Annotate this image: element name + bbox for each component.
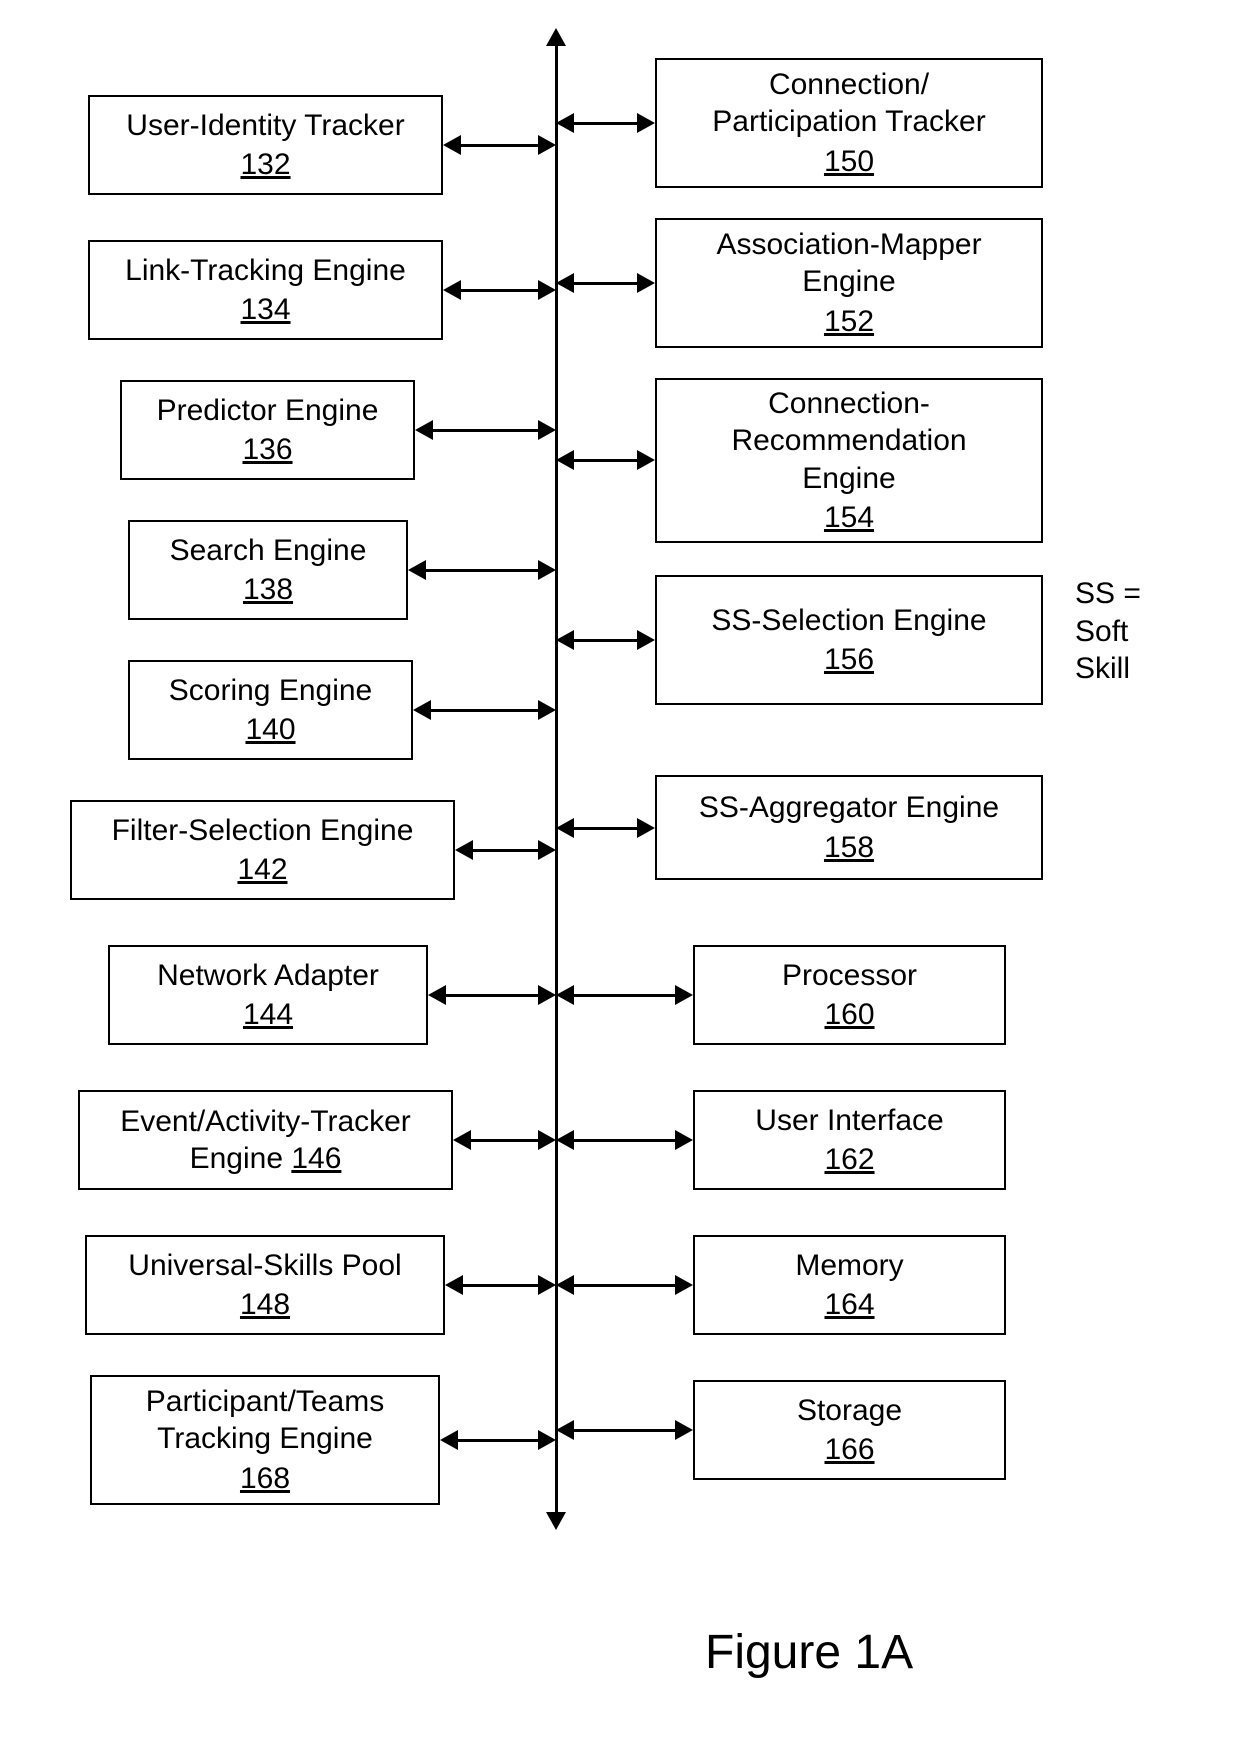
- node-title: User-Identity Tracker: [126, 107, 404, 145]
- node-title: Storage: [797, 1392, 902, 1430]
- node-title-line2: Tracking Engine: [157, 1420, 373, 1458]
- node-ref: 134: [240, 291, 290, 329]
- node-ref: 154: [824, 499, 874, 537]
- node-ref: 156: [824, 641, 874, 679]
- node-ref: 146: [291, 1142, 341, 1175]
- node-title: Link-Tracking Engine: [125, 252, 406, 290]
- node-storage: Storage166: [693, 1380, 1006, 1480]
- arrow-network-adapter: [428, 983, 556, 1007]
- node-link-tracking-engine: Link-Tracking Engine134: [88, 240, 443, 340]
- figure-label: Figure 1A: [705, 1625, 913, 1680]
- arrow-connection-participation-tracker: [556, 111, 655, 135]
- node-connection-participation-tracker: Connection/Participation Tracker150: [655, 58, 1043, 188]
- node-filter-selection-engine: Filter-Selection Engine142: [70, 800, 455, 900]
- arrow-user-identity-tracker: [443, 133, 556, 157]
- central-bus-axis: [544, 28, 568, 1530]
- node-user-interface: User Interface162: [693, 1090, 1006, 1190]
- arrow-user-interface: [556, 1128, 693, 1152]
- node-title-line2: Recommendation: [731, 422, 966, 460]
- node-search-engine: Search Engine138: [128, 520, 408, 620]
- node-title: Search Engine: [170, 532, 367, 570]
- node-predictor-engine: Predictor Engine136: [120, 380, 415, 480]
- annotation-ss-soft-skill: SS =SoftSkill: [1075, 575, 1141, 688]
- arrow-predictor-engine: [415, 418, 556, 442]
- node-title: Event/Activity-Tracker: [120, 1103, 411, 1141]
- node-ref: 166: [824, 1431, 874, 1469]
- node-ref: 168: [240, 1460, 290, 1498]
- node-processor: Processor160: [693, 945, 1006, 1045]
- arrow-memory: [556, 1273, 693, 1297]
- node-title-line2: Participation Tracker: [712, 103, 985, 141]
- node-title: Filter-Selection Engine: [112, 812, 414, 850]
- node-ref: 162: [824, 1141, 874, 1179]
- node-title: Scoring Engine: [169, 672, 372, 710]
- node-ss-aggregator-engine: SS-Aggregator Engine158: [655, 775, 1043, 880]
- node-title: Predictor Engine: [157, 392, 379, 430]
- node-ref: 148: [240, 1286, 290, 1324]
- node-title: Connection-: [768, 385, 930, 423]
- node-title-line2: Engine 146: [190, 1140, 342, 1178]
- node-ref: 138: [243, 571, 293, 609]
- node-title-line3: Engine: [802, 460, 895, 498]
- diagram-canvas: User-Identity Tracker132 Link-Tracking En…: [0, 0, 1240, 1739]
- node-title: Connection/: [769, 66, 929, 104]
- node-ref: 136: [242, 431, 292, 469]
- arrow-storage: [556, 1418, 693, 1442]
- arrow-ss-selection-engine: [556, 628, 655, 652]
- node-title: Participant/Teams: [146, 1383, 384, 1421]
- node-title: Processor: [782, 957, 917, 995]
- arrow-connection-recommendation-engine: [556, 448, 655, 472]
- arrow-association-mapper-engine: [556, 271, 655, 295]
- node-ref: 150: [824, 143, 874, 181]
- node-event-activity-tracker-engine: Event/Activity-TrackerEngine 146: [78, 1090, 453, 1190]
- node-ref: 152: [824, 303, 874, 341]
- node-ref: 142: [237, 851, 287, 889]
- arrow-ss-aggregator-engine: [556, 816, 655, 840]
- node-universal-skills-pool: Universal-Skills Pool148: [85, 1235, 445, 1335]
- node-scoring-engine: Scoring Engine140: [128, 660, 413, 760]
- node-title: Network Adapter: [157, 957, 379, 995]
- node-title: SS-Selection Engine: [711, 602, 986, 640]
- node-ref: 140: [245, 711, 295, 749]
- node-title: SS-Aggregator Engine: [699, 789, 999, 827]
- node-ref: 132: [240, 146, 290, 184]
- node-title: Memory: [795, 1247, 903, 1285]
- arrow-filter-selection-engine: [455, 838, 556, 862]
- node-title: Association-Mapper: [716, 226, 981, 264]
- node-connection-recommendation-engine: Connection-RecommendationEngine154: [655, 378, 1043, 543]
- node-title: User Interface: [755, 1102, 943, 1140]
- arrow-processor: [556, 983, 693, 1007]
- arrow-scoring-engine: [413, 698, 556, 722]
- arrow-link-tracking-engine: [443, 278, 556, 302]
- arrow-event-activity-tracker-engine: [453, 1128, 556, 1152]
- node-title-line2: Engine: [802, 263, 895, 301]
- node-ss-selection-engine: SS-Selection Engine156: [655, 575, 1043, 705]
- arrow-participant-teams-tracking-engine: [440, 1428, 556, 1452]
- node-ref: 158: [824, 829, 874, 867]
- node-ref: 164: [824, 1286, 874, 1324]
- arrow-search-engine: [408, 558, 556, 582]
- node-user-identity-tracker: User-Identity Tracker132: [88, 95, 443, 195]
- node-ref: 144: [243, 996, 293, 1034]
- node-network-adapter: Network Adapter144: [108, 945, 428, 1045]
- node-participant-teams-tracking-engine: Participant/TeamsTracking Engine168: [90, 1375, 440, 1505]
- node-memory: Memory164: [693, 1235, 1006, 1335]
- node-association-mapper-engine: Association-MapperEngine152: [655, 218, 1043, 348]
- arrow-universal-skills-pool: [445, 1273, 556, 1297]
- node-title: Universal-Skills Pool: [128, 1247, 401, 1285]
- node-ref: 160: [824, 996, 874, 1034]
